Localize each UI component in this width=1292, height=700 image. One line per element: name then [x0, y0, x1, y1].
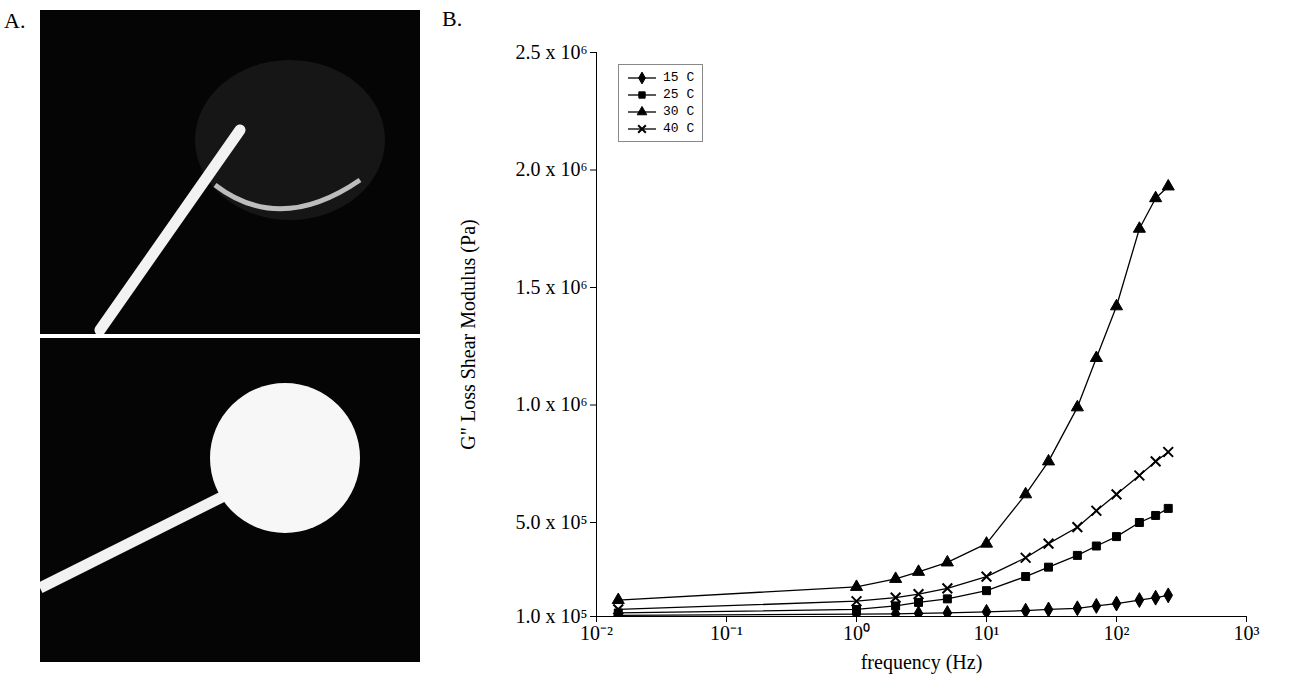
svg-text:10⁻¹: 10⁻¹ [710, 622, 743, 644]
svg-text:2.5 x 10⁶: 2.5 x 10⁶ [516, 41, 588, 63]
svg-text:G" Loss Shear Modulus (Pa): G" Loss Shear Modulus (Pa) [457, 219, 480, 449]
svg-text:10³: 10³ [1234, 622, 1260, 644]
html-text:30 C: 30 C [663, 104, 695, 119]
svg-text:1.0 x 10⁵: 1.0 x 10⁵ [516, 605, 588, 627]
html-text:25 C: 25 C [663, 87, 695, 102]
svg-text:frequency (Hz): frequency (Hz) [861, 651, 983, 674]
svg-text:1.5 x 10⁶: 1.5 x 10⁶ [516, 276, 588, 298]
svg-text:2.0 x 10⁶: 2.0 x 10⁶ [516, 158, 588, 180]
html-text:40 C: 40 C [663, 121, 695, 136]
svg-text:10²: 10² [1104, 622, 1130, 644]
svg-text:10⁰: 10⁰ [843, 622, 870, 644]
svg-text:10¹: 10¹ [974, 622, 1000, 644]
html-text:A.: A. [4, 8, 26, 33]
svg-text:10⁻²: 10⁻² [580, 622, 613, 644]
svg-text:1.0 x 10⁶: 1.0 x 10⁶ [516, 393, 588, 415]
html-text:B.: B. [442, 6, 463, 31]
svg-text:5.0 x 10⁵: 5.0 x 10⁵ [516, 511, 588, 533]
html-text:15 C: 15 C [663, 70, 695, 85]
